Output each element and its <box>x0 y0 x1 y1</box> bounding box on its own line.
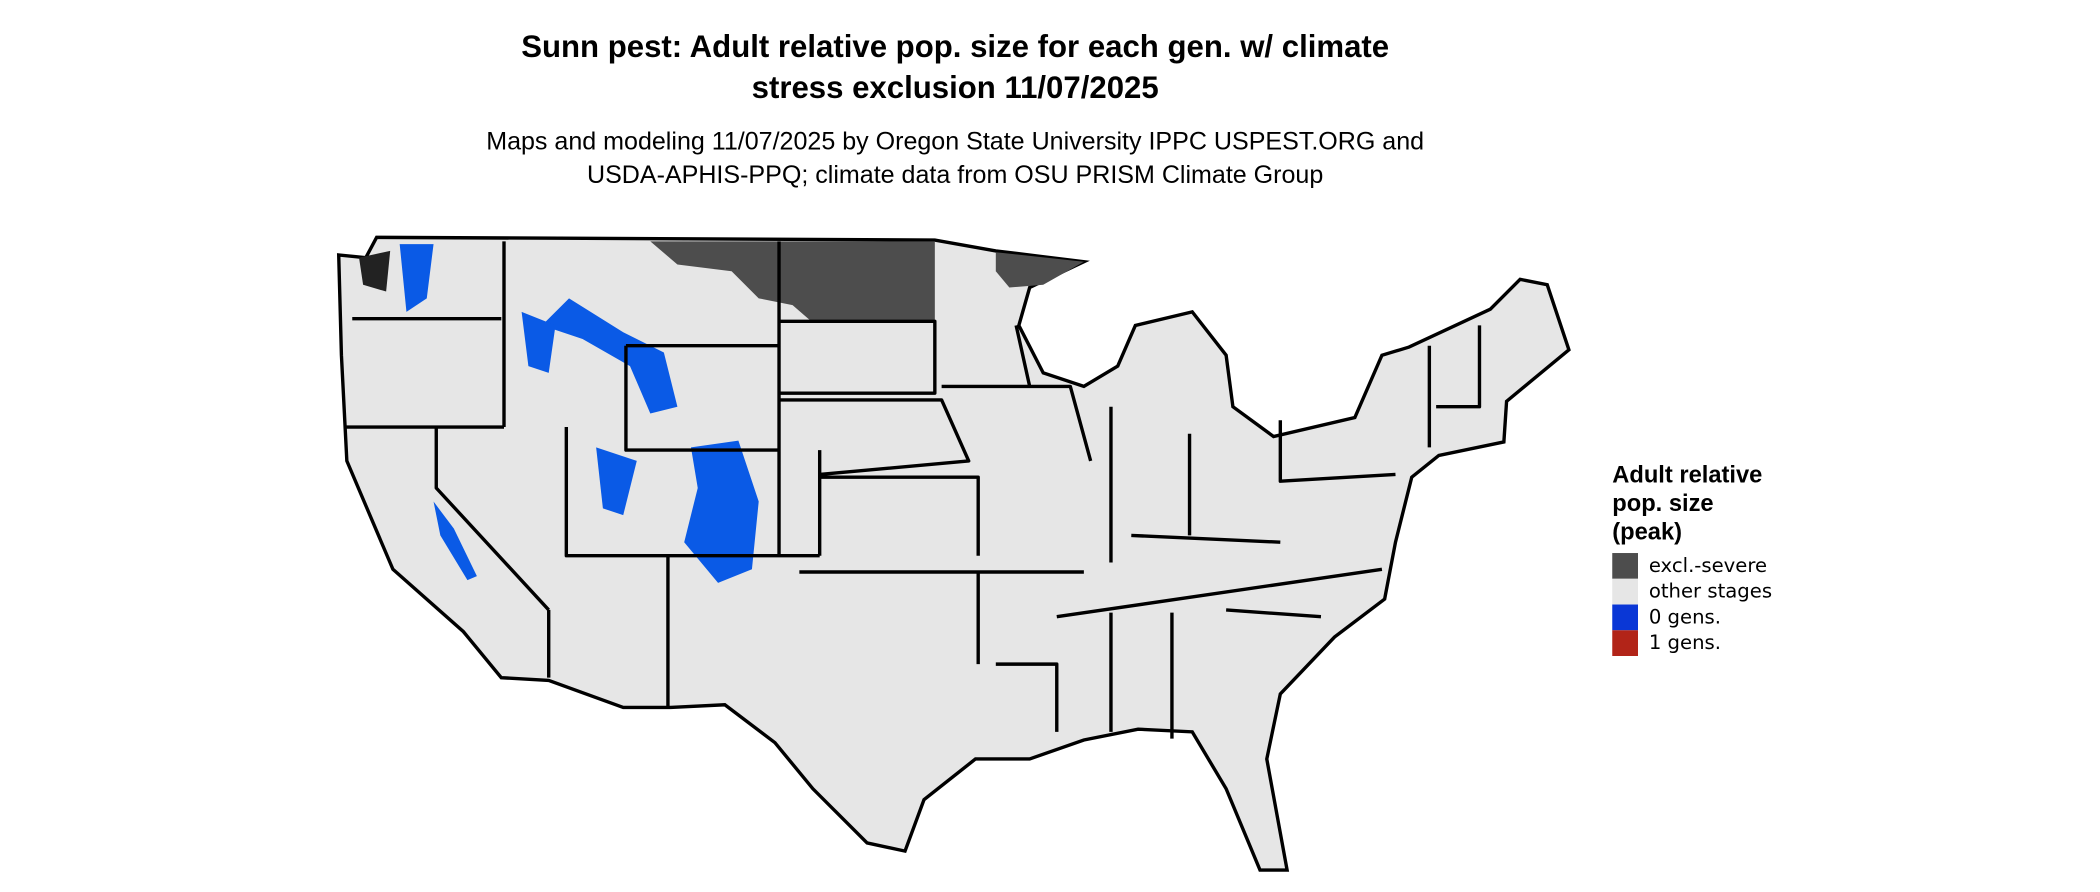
gens-area <box>359 244 759 583</box>
legend-label: excl.-severe <box>1649 554 1767 577</box>
legend-label: other stages <box>1649 580 1772 603</box>
legend-label: 0 gens. <box>1649 605 1721 628</box>
legend-label: 1 gens. <box>1649 631 1721 654</box>
legend-swatch <box>1612 553 1638 579</box>
state-borders <box>345 241 1482 739</box>
us-map <box>336 235 1571 872</box>
legend-swatch <box>1612 604 1638 631</box>
land <box>336 235 1571 872</box>
subtitle: Maps and modeling 11/07/2025 by Oregon S… <box>486 127 1424 155</box>
legend-title: Adult relative <box>1612 463 1762 489</box>
title: Sunn pest: Adult relative pop. size for … <box>521 29 1389 64</box>
subtitle: USDA-APHIS-PPQ; climate data from OSU PR… <box>587 161 1323 189</box>
legend-swatch <box>1612 630 1638 656</box>
title: stress exclusion 11/07/2025 <box>752 70 1159 105</box>
legend-swatch <box>1612 578 1638 605</box>
legend-title: (peak) <box>1612 519 1682 545</box>
legend: Adult relative pop. size (peak) excl.-se… <box>1612 463 1772 656</box>
excluded-area <box>995 252 1084 288</box>
legend-title: pop. size <box>1612 491 1713 517</box>
excluded-area <box>650 241 935 323</box>
